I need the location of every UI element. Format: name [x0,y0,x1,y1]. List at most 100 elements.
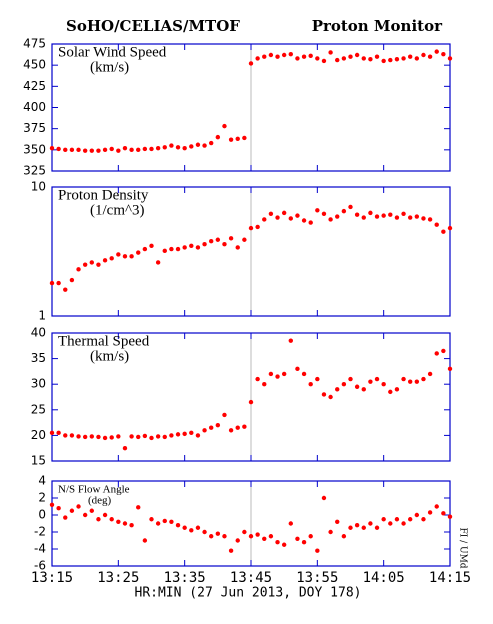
data-point [262,54,267,59]
data-point [335,57,340,63]
data-point [149,517,154,522]
data-point [414,56,420,61]
data-point [109,517,114,522]
data-point [281,542,287,547]
data-point [129,523,134,528]
data-point [109,146,114,152]
data-point [202,143,207,148]
data-point [388,389,393,395]
data-point [295,213,300,218]
data-point [56,506,61,511]
data-point [136,250,141,255]
data-point [441,348,446,354]
data-point [341,208,347,214]
data-point [315,548,320,553]
data-point [335,519,340,524]
data-point [301,540,307,545]
data-point [182,245,187,250]
data-point [189,430,194,436]
data-point [447,225,453,231]
data-point [308,382,313,387]
data-point [268,211,274,216]
data-point [142,246,148,252]
data-point [142,538,148,543]
data-point [136,505,141,510]
y-tick-label: 20 [31,428,46,442]
x-tick-label: 13:15 [31,570,73,586]
data-point [228,137,234,142]
data-point [215,422,221,428]
data-point [49,280,55,286]
data-point [388,212,393,217]
data-point [215,237,221,242]
data-point [209,239,214,244]
data-point [341,382,347,387]
data-point [69,508,75,513]
data-point [281,210,287,216]
data-point [162,248,167,254]
data-point [242,529,247,535]
data-point [374,214,380,219]
data-point [63,147,68,153]
data-point [49,430,55,436]
data-point [414,379,420,384]
data-point [89,434,95,439]
data-point [189,144,194,149]
data-point [248,225,254,231]
data-point [255,376,260,382]
data-point [175,432,181,437]
y-tick-label: 4 [38,474,46,488]
data-point [354,523,360,528]
panel-title: Proton Density [58,187,149,203]
data-point [301,371,307,377]
data-point [388,57,393,63]
instrument-title: SoHO/CELIAS/MTOF [66,17,240,35]
data-point [215,134,221,140]
data-point [368,379,373,384]
data-point [63,515,68,520]
x-tick-label: 13:55 [296,570,338,586]
data-point [136,434,141,440]
data-point [182,431,187,437]
data-point [242,135,247,141]
data-point [122,254,128,259]
data-point [96,434,101,440]
data-point [222,412,227,418]
data-point [96,148,101,153]
data-point [328,394,333,400]
data-point [162,145,167,150]
data-point [169,519,174,524]
data-point [235,245,240,250]
data-point [268,371,274,377]
data-point [301,218,307,223]
y-tick-label: 15 [31,454,46,468]
data-point [228,548,234,553]
data-point [394,57,400,62]
y-tick-label: 30 [31,377,46,391]
data-point [69,277,75,283]
data-point [122,145,128,151]
data-point [434,222,439,227]
y-tick-label: 10 [31,180,46,194]
data-point [235,425,240,430]
data-point [421,517,426,522]
data-point [222,123,227,129]
data-point [275,540,280,545]
data-point [255,224,260,230]
data-point [175,523,181,528]
x-tick-label: 13:45 [230,570,272,586]
panel-title: Solar Wind Speed [58,44,167,60]
data-point [255,56,260,61]
data-point [308,220,313,225]
data-point [129,434,134,439]
x-axis-label: HR:MIN (27 Jun 2013, DOY 178) [135,586,362,601]
data-point [447,366,453,372]
data-point [321,211,327,216]
data-point [348,376,353,382]
y-tick-label: 35 [31,351,46,365]
data-point [401,521,406,526]
data-point [427,510,433,515]
data-point [235,538,240,543]
data-point [76,147,81,153]
